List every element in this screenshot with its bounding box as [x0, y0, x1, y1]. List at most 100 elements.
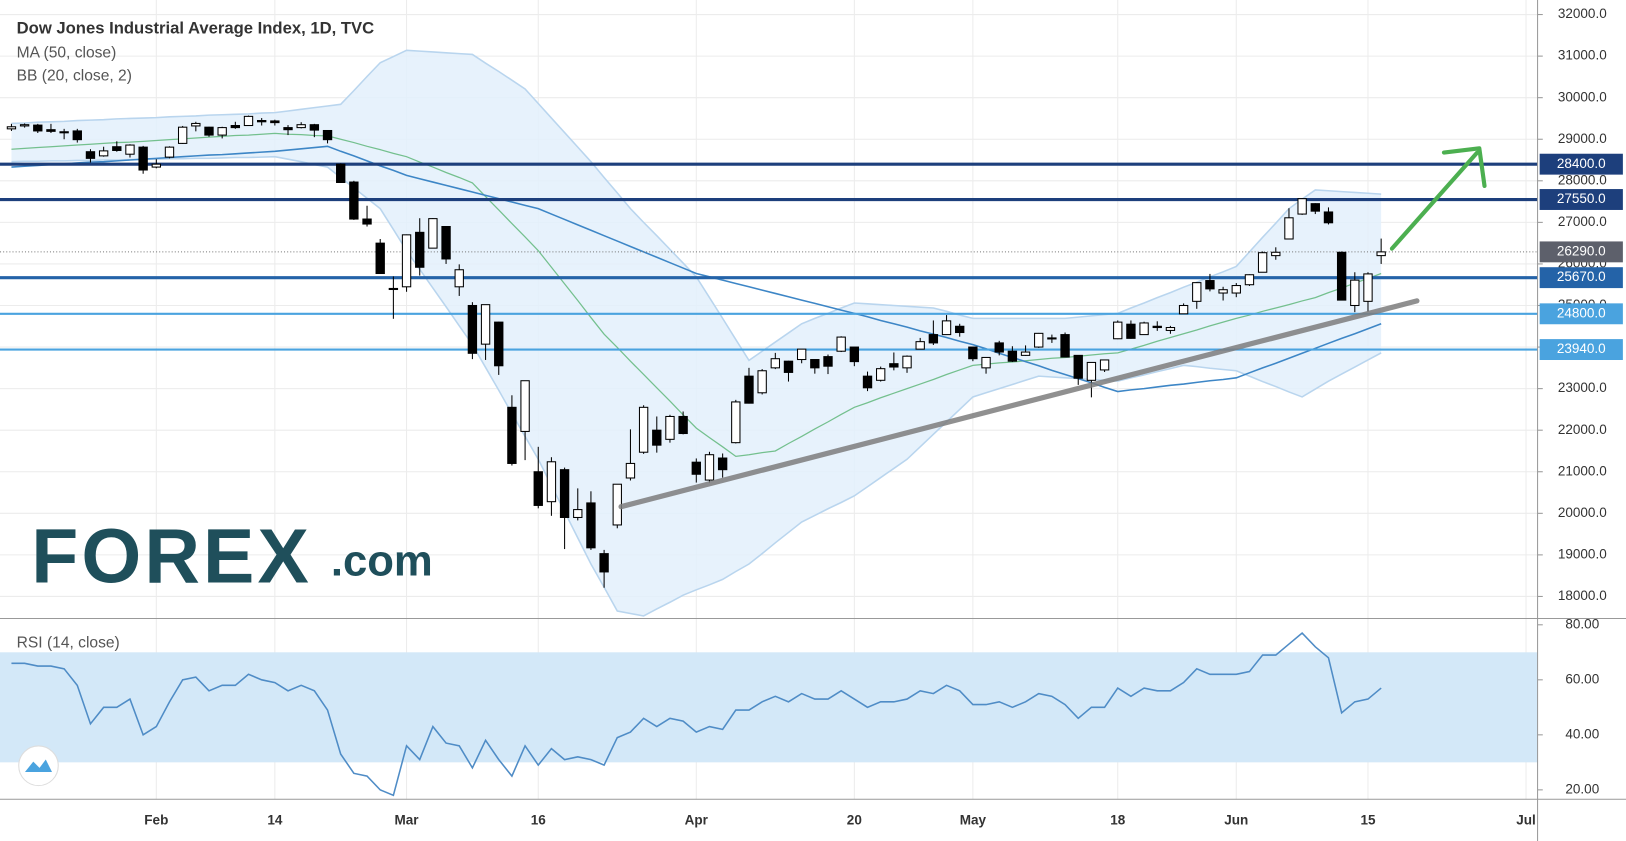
x-tick-label: May [960, 813, 987, 828]
bb-band-fill [11, 50, 1382, 616]
candle-body [1297, 198, 1307, 215]
x-tick-label: Feb [144, 813, 168, 828]
candle-body [415, 231, 425, 268]
candle-body [349, 181, 359, 220]
rsi-icon [18, 745, 59, 787]
candle-body [1244, 274, 1255, 286]
candle-body [388, 287, 399, 291]
candle-body [823, 356, 833, 367]
y-tick-label: 19000.0 [1558, 546, 1607, 561]
trend-line [618, 298, 1420, 510]
candle-body [6, 126, 17, 130]
candle-body [72, 130, 82, 141]
candles [6, 115, 1386, 588]
candle-body [520, 380, 530, 432]
candle-body [1231, 285, 1241, 294]
candle-body [1073, 354, 1083, 379]
candle-body [1086, 361, 1097, 381]
y-tick-label: 23000.0 [1558, 380, 1607, 395]
candle-body [19, 124, 30, 127]
candle-body [757, 370, 767, 394]
candle-body [283, 127, 293, 131]
y-tick-label: 20000.0 [1558, 505, 1607, 520]
candle-body [1192, 282, 1202, 302]
candle-body [546, 461, 557, 503]
x-tick-label: Jun [1224, 813, 1248, 828]
icon-circle [18, 745, 59, 787]
candle-body [849, 346, 860, 363]
candle-body [191, 122, 201, 127]
x-tick-label: 20 [847, 813, 862, 828]
candle-body [691, 461, 701, 475]
candle-body [507, 406, 517, 464]
candle-body [559, 469, 570, 518]
candle-body [1139, 322, 1149, 336]
ma-line [11, 145, 1382, 393]
candle-body [177, 126, 188, 144]
candle-body [770, 358, 781, 369]
bb-basis [11, 132, 1382, 458]
level-label-bg [1539, 267, 1623, 289]
candle-body [59, 131, 69, 134]
candle-body [955, 325, 965, 334]
candle-body [783, 360, 794, 373]
x-tick-label: 14 [267, 813, 283, 828]
candle-body [33, 124, 43, 132]
candle-body [151, 163, 161, 168]
ma-legend: MA (50, close) [17, 44, 117, 61]
candle-body [678, 415, 688, 435]
candle-body [1165, 327, 1176, 331]
candle-body [941, 320, 952, 336]
x-tick-label: Apr [685, 813, 709, 828]
logo: FOREX .com [31, 513, 433, 599]
y-tick-label: 21000.0 [1558, 463, 1607, 478]
candle-body [928, 334, 939, 344]
candle-body [810, 359, 820, 369]
candle-body [322, 129, 333, 141]
level-label-bg [1539, 303, 1623, 325]
axis-labels: 18000.0 19000.0 20000.0 21000.0 22000.0 23000… [144, 6, 1623, 828]
candle-body [1363, 273, 1373, 302]
candle-body [1060, 334, 1070, 358]
level-label-bg [1539, 189, 1623, 210]
candle-body [401, 234, 412, 288]
x-tick-label: 18 [1110, 813, 1126, 828]
bands [0, 49, 1538, 797]
y-tick-label: 30000.0 [1558, 89, 1607, 104]
candle-body [243, 115, 254, 127]
level-label: 28400.0 [1557, 156, 1606, 171]
candle-body [889, 363, 899, 368]
candle-body [717, 457, 728, 471]
candle-body [876, 368, 886, 381]
candle-body [428, 218, 438, 249]
candle-body [1284, 217, 1294, 240]
x-tick-label: Jul [1516, 813, 1536, 828]
candle-body [85, 151, 96, 159]
candle-body [375, 242, 385, 275]
candle-body [1218, 289, 1228, 294]
candle-body [1323, 211, 1334, 224]
candle-body [125, 144, 135, 155]
candle-body [862, 375, 873, 389]
candle-body [1034, 332, 1044, 348]
candle-body [665, 415, 675, 440]
level-label: 23940.0 [1557, 341, 1606, 356]
candle-body [981, 356, 991, 369]
logo-suffix: .com [331, 537, 433, 586]
candle-body [46, 129, 56, 132]
candle-body [217, 127, 227, 136]
candle-body [204, 126, 214, 136]
y-tick-label: 29000.0 [1558, 131, 1607, 146]
level-label: 25670.0 [1557, 269, 1606, 284]
arrow-head [1441, 146, 1487, 189]
candle-body [1099, 359, 1110, 371]
candle-body [902, 355, 912, 369]
rsi-tick-label: 40.00 [1565, 726, 1599, 741]
candle-body [480, 304, 491, 345]
candle-body [467, 304, 478, 354]
last-price-bg [1539, 241, 1623, 263]
candle-body [836, 336, 846, 352]
candle-body [1271, 251, 1281, 257]
drawings [618, 146, 1487, 510]
